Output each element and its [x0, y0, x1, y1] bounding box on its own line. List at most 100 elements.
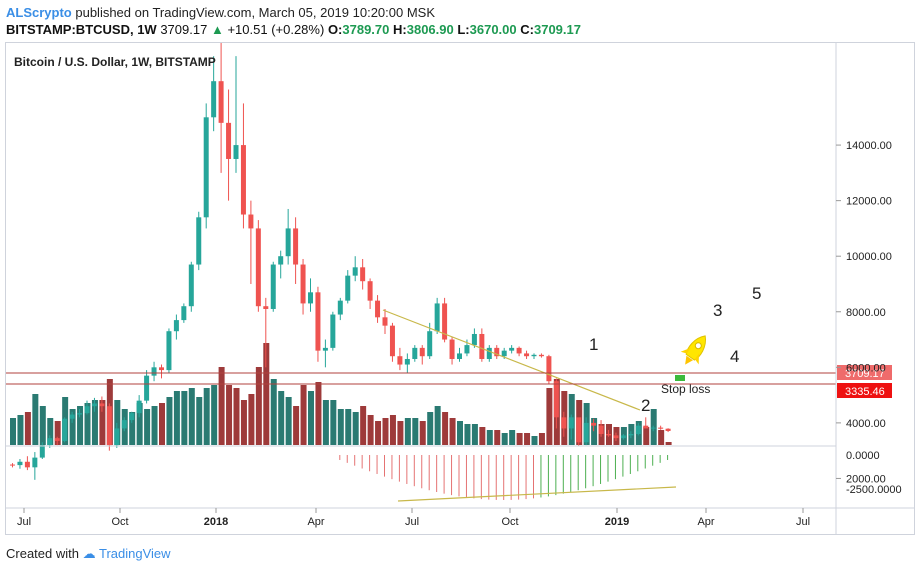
- volume-bar: [233, 388, 240, 445]
- open-value: 3789.70: [342, 22, 390, 37]
- wave-label: 5: [752, 284, 761, 303]
- chart-frame: [5, 42, 915, 535]
- volume-bar: [136, 403, 143, 445]
- symbol-label: BITSTAMP:BTCUSD, 1W: [6, 22, 157, 37]
- stop-loss-price-value: 3335.46: [845, 386, 885, 398]
- candle-body: [293, 228, 299, 265]
- candle-body: [635, 425, 641, 434]
- candle-body: [427, 331, 433, 357]
- candle-body: [151, 367, 157, 376]
- y-tick-label: 14000.00: [846, 140, 892, 152]
- candle-body: [650, 427, 656, 429]
- volume-bar: [516, 433, 523, 445]
- volume-bar: [345, 409, 352, 445]
- candle-body: [583, 422, 589, 443]
- candle-body: [54, 438, 60, 441]
- high-value: 3806.90: [406, 22, 454, 37]
- close-label: C:: [520, 22, 534, 37]
- volume-bar: [211, 385, 218, 445]
- volume-bar: [144, 409, 151, 445]
- volume-bar: [397, 421, 404, 445]
- y-tick-label: 10000.00: [846, 251, 892, 263]
- volume-bar: [337, 409, 344, 445]
- volume-bar: [32, 394, 39, 445]
- candle-body: [121, 420, 127, 429]
- volume-bar: [99, 400, 106, 445]
- candle-body: [419, 347, 425, 357]
- volume-bar: [308, 391, 314, 445]
- close-value: 3709.17: [533, 22, 581, 37]
- candle-body: [412, 347, 418, 359]
- volume-bar: [643, 427, 650, 445]
- candle-body: [546, 356, 552, 382]
- x-tick-label: Jul: [405, 516, 419, 528]
- candle-body: [509, 347, 515, 351]
- volume-bar: [166, 397, 173, 445]
- candle-body: [129, 413, 135, 421]
- candle-body: [211, 81, 217, 118]
- volume-bar: [181, 391, 188, 445]
- volume-bar: [188, 388, 195, 445]
- tradingview-brand-link[interactable]: TradingView: [99, 546, 171, 561]
- volume-bar: [665, 442, 672, 445]
- volume-bar: [375, 421, 382, 445]
- volume-bar: [412, 418, 419, 445]
- volume-bar: [449, 418, 456, 445]
- volume-bar: [330, 400, 337, 445]
- candle-body: [77, 413, 83, 415]
- volume-bar: [255, 367, 262, 445]
- candle-body: [255, 228, 261, 307]
- volume-bar: [203, 388, 210, 445]
- y-tick-label: 8000.00: [846, 307, 886, 319]
- volume-bar: [226, 385, 233, 445]
- volume-bar: [538, 433, 545, 445]
- volume-bar: [546, 388, 553, 445]
- candle-body: [598, 425, 604, 434]
- candle-body: [166, 331, 172, 371]
- low-label: L:: [457, 22, 470, 37]
- x-tick-label: Jul: [796, 516, 810, 528]
- current-price-value: 3709.17: [845, 368, 885, 380]
- published-text: published on TradingView.com, March 05, …: [75, 5, 436, 20]
- high-label: H:: [393, 22, 407, 37]
- candle-body: [218, 81, 224, 123]
- candle-body: [375, 300, 381, 318]
- volume-bar: [173, 391, 180, 445]
- volume-bar: [196, 397, 203, 445]
- candle-body: [114, 428, 120, 446]
- volume-bar: [464, 424, 471, 445]
- volume-bar: [360, 406, 367, 445]
- last-price: 3709.17: [160, 22, 208, 37]
- volume-bar: [293, 406, 300, 445]
- volume-bar: [54, 421, 61, 445]
- author-name[interactable]: ALScrypto: [6, 5, 72, 20]
- rocket-window: [694, 342, 702, 350]
- x-tick-label: 2019: [605, 516, 629, 528]
- x-tick-label: Apr: [307, 516, 324, 528]
- low-value: 3670.00: [469, 22, 517, 37]
- candle-body: [442, 303, 448, 340]
- publish-info: ALScrypto published on TradingView.com, …: [6, 5, 435, 20]
- candle-body: [591, 422, 597, 426]
- volume-bar: [591, 418, 598, 445]
- volume-bar: [278, 391, 285, 445]
- volume-bar: [442, 412, 449, 445]
- candle-body: [263, 306, 269, 309]
- volume-bar: [471, 424, 478, 445]
- wave-label: 4: [730, 347, 739, 366]
- candlestick-series: [10, 43, 671, 480]
- volume-bar: [658, 430, 665, 445]
- candle-body: [568, 417, 574, 429]
- stop-loss-price-tag: [837, 383, 892, 398]
- candle-body: [658, 427, 664, 429]
- x-tick-label: Oct: [111, 516, 128, 528]
- candle-body: [136, 400, 142, 414]
- volume-bar: [404, 418, 411, 445]
- volume-bar: [263, 343, 270, 445]
- candle-body: [606, 433, 611, 436]
- volume-bar: [39, 406, 46, 445]
- candle-body: [24, 461, 30, 468]
- volume-bar: [419, 421, 426, 445]
- candle-body: [300, 264, 306, 304]
